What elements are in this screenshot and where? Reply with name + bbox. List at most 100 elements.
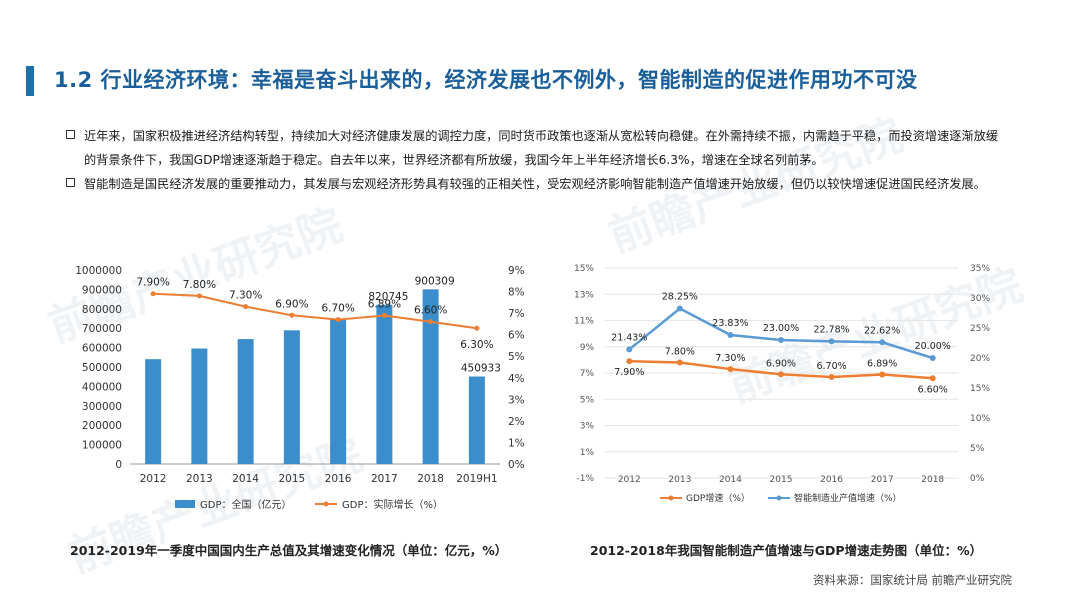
x-tick-label: 2014: [719, 475, 742, 485]
growth-label: 7.80%: [183, 279, 216, 291]
y-left-tick-label: 700000: [82, 323, 122, 335]
y-right-tick-label: 2%: [508, 416, 525, 428]
y-right-tick-label: 0%: [970, 474, 985, 484]
y-left-tick-label: 600000: [82, 343, 122, 355]
gdp-growth-label: 6.70%: [816, 361, 846, 372]
legend-line-marker: [323, 501, 329, 507]
legend-line-label: GDP：实际增长（%）: [342, 498, 443, 511]
growth-label: 6.89%: [368, 298, 401, 310]
y-left-tick-label: 400000: [82, 381, 122, 393]
gdp-growth-label: 6.90%: [766, 358, 796, 369]
growth-point: [474, 325, 480, 331]
manufacturing-growth-point: [828, 338, 835, 345]
checkbox-square-icon: [66, 178, 75, 187]
manufacturing-growth-label: 28.25%: [662, 292, 698, 303]
y-right-tick-label: 7%: [508, 308, 525, 320]
gdp-growth-label: 6.89%: [867, 358, 897, 369]
bullet-item-2: 智能制造是国民经济发展的重要推动力，其发展与宏观经济形势具有较强的正相关性，受宏…: [66, 172, 1006, 196]
x-tick-label: 2015: [279, 473, 306, 485]
y-left-tick-label: 5%: [580, 395, 595, 405]
y-left-tick-label: 9%: [580, 343, 595, 353]
x-tick-label: 2013: [668, 475, 691, 485]
growth-label: 6.90%: [275, 298, 308, 310]
x-tick-label: 2013: [186, 473, 213, 485]
y-left-tick-label: -1%: [576, 474, 594, 484]
x-tick-label: 2019H1: [456, 473, 497, 485]
gdp-bar-label: 900309: [415, 275, 455, 287]
page-title: 1.2 行业经济环境：幸福是奋斗出来的，经济发展也不例外，智能制造的促进作用功不…: [54, 68, 918, 92]
manufacturing-growth-label: 23.83%: [712, 318, 748, 329]
legend-gdp-marker: [668, 495, 674, 501]
y-right-tick-label: 15%: [970, 384, 990, 394]
y-left-tick-label: 900000: [82, 284, 122, 296]
manufacturing-growth-point: [727, 332, 734, 339]
gdp-growth-label: 7.90%: [614, 367, 644, 378]
y-right-tick-label: 3%: [508, 394, 525, 406]
gdp-bar: [422, 289, 439, 464]
gdp-bar: [283, 330, 300, 464]
gdp-bar: [468, 376, 485, 464]
growth-label: 7.90%: [136, 277, 169, 289]
gdp-bar-label: 820745: [368, 291, 408, 303]
x-tick-label: 2012: [140, 473, 167, 485]
y-left-tick-label: 0: [115, 459, 122, 471]
gdp-bar: [237, 339, 254, 464]
bullet-text-1: 近年来，国家积极推进经济结构转型，持续加大对经济健康发展的调控力度，同时货币政策…: [84, 129, 999, 167]
x-tick-label: 2016: [820, 475, 843, 485]
manufacturing-growth-label: 21.43%: [611, 332, 647, 343]
gdp-growth-point: [676, 359, 683, 366]
bullet-text-2: 智能制造是国民经济发展的重要推动力，其发展与宏观经济形势具有较强的正相关性，受宏…: [84, 177, 986, 191]
y-left-tick-label: 3%: [580, 422, 595, 432]
growth-point: [196, 293, 202, 299]
growth-point: [289, 312, 295, 318]
x-tick-label: 2016: [325, 473, 352, 485]
legend-bar-swatch: [175, 500, 195, 508]
gdp-growth-point: [828, 373, 835, 380]
growth-point: [150, 291, 156, 297]
manufacturing-growth-line-chart: -1% 1% 3% 5% 7% 9% 11% 13% 15% 0% 5% 10% 15% 20% 25% 30…: [574, 264, 990, 504]
gdp-bar: [376, 304, 393, 464]
y-left-tick-label: 800000: [82, 304, 122, 316]
manufacturing-growth-label: 23.00%: [763, 323, 799, 334]
gdp-bar-line-chart: 0 100000 200000 300000 400000 500000 600000 700…: [75, 265, 525, 511]
title-bar: 1.2 行业经济环境：幸福是奋斗出来的，经济发展也不例外，智能制造的促进作用功不…: [0, 56, 1080, 104]
gdp-growth-point: [879, 371, 886, 378]
growth-point: [381, 312, 387, 318]
y-right-tick-label: 10%: [970, 414, 990, 424]
y-left-tick-label: 100000: [82, 440, 122, 452]
gdp-bar: [145, 359, 162, 464]
manufacturing-growth-point: [778, 337, 784, 343]
growth-label: 7.30%: [229, 290, 262, 302]
gdp-growth-point: [626, 358, 633, 365]
y-left-tick-label: 11%: [574, 317, 594, 327]
y-left-tick-label: 1%: [580, 448, 595, 458]
y-right-tick-label: 25%: [970, 324, 990, 334]
y-right-tick-label: 5%: [508, 351, 525, 363]
y-left-tick-label: 200000: [82, 420, 122, 432]
checkbox-square-icon: [66, 130, 75, 139]
x-tick-label: 2017: [871, 475, 894, 485]
gdp-bar-label: 450933: [461, 363, 501, 375]
legend-gdp-label: GDP增速（%）: [686, 492, 750, 504]
manufacturing-growth-label: 22.62%: [864, 325, 900, 336]
gdp-growth-label: 6.60%: [918, 384, 948, 395]
y-right-tick-label: 20%: [970, 354, 990, 364]
y-right-tick-label: 5%: [970, 444, 985, 454]
manufacturing-growth-label: 20.00%: [915, 341, 951, 352]
y-left-tick-label: 1000000: [75, 265, 122, 277]
legend-mfg-label: 智能制造业产值增速（%）: [794, 492, 902, 504]
manufacturing-growth-point: [879, 339, 886, 346]
y-right-tick-label: 8%: [508, 287, 525, 299]
growth-point: [243, 304, 249, 310]
bullet-list: 近年来，国家积极推进经济结构转型，持续加大对经济健康发展的调控力度，同时货币政策…: [66, 124, 1006, 196]
title-accent-bar: [26, 66, 34, 96]
x-tick-label: 2012: [618, 475, 641, 485]
manufacturing-growth-point: [676, 305, 683, 312]
x-tick-label: 2018: [921, 475, 944, 485]
growth-point: [428, 319, 434, 325]
growth-label: 6.30%: [460, 339, 493, 351]
gdp-growth-point: [929, 375, 936, 382]
growth-label: 6.70%: [321, 303, 354, 315]
y-right-tick-label: 6%: [508, 330, 525, 342]
gdp-growth-label: 7.30%: [715, 353, 745, 364]
